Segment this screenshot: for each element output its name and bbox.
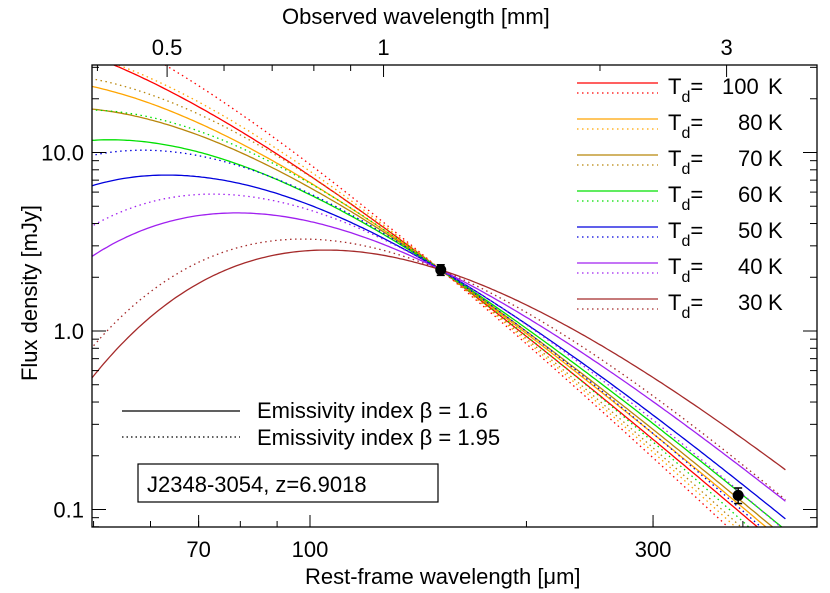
legend-item-100k: Td= 100 K xyxy=(577,74,783,106)
temperature-legend: Td= 100 K Td= 80 K Td= 70 K Td= 60 K Td= 50 K Td= 40 K Td=… xyxy=(577,74,783,322)
plot-frame xyxy=(91,64,818,528)
top-axis-title: Observed wavelength [mm] xyxy=(282,4,550,29)
data-points xyxy=(435,264,744,505)
bottom-axis-title: Rest-frame wavelength [μm] xyxy=(305,564,581,589)
curve-50k-beta-1.6 xyxy=(92,174,786,520)
svg-text:Td=80K: Td= 80 K xyxy=(668,110,783,142)
legend-item-30k: Td= 30 K xyxy=(577,290,783,322)
x2-tick-label: 1 xyxy=(377,35,389,60)
data-point xyxy=(435,264,447,277)
curve-50k-beta-1.95 xyxy=(92,149,762,527)
curve-30k-beta-1.6 xyxy=(92,249,786,471)
x-tick-label: 100 xyxy=(292,537,329,562)
legend-item-70k: Td= 70 K xyxy=(577,146,783,178)
source-annotation: J2348-3054, z=6.9018 xyxy=(137,463,439,503)
svg-text:Td=40K: Td= 40 K xyxy=(668,254,783,286)
svg-text:Td=30K: Td= 30 K xyxy=(668,290,783,322)
svg-text:Td=60K: Td= 60 K xyxy=(668,182,783,214)
x-tick-label: 70 xyxy=(186,537,210,562)
sed-curves xyxy=(92,65,786,527)
y-tick-label: 10.0 xyxy=(41,141,84,166)
curve-60k-beta-1.95 xyxy=(92,109,750,527)
svg-text:Td=50K: Td= 50 K xyxy=(668,218,783,250)
x2-tick-label: 0.5 xyxy=(152,35,183,60)
beta-solid-label: Emissivity index β = 1.6 xyxy=(257,398,488,423)
beta-dotted-label: Emissivity index β = 1.95 xyxy=(257,425,500,450)
curve-30k-beta-1.95 xyxy=(92,238,786,501)
x-tick-label: 300 xyxy=(635,537,672,562)
y-tick-label: 1.0 xyxy=(53,319,84,344)
legend-item-40k: Td= 40 K xyxy=(577,254,783,286)
annotation-box xyxy=(137,463,439,503)
x2-tick-label: 3 xyxy=(720,35,732,60)
legend-item-60k: Td= 60 K xyxy=(577,182,783,214)
annotation-text: J2348-3054, z=6.9018 xyxy=(147,472,367,497)
y-tick-label: 0.1 xyxy=(53,498,84,523)
svg-text:Td=70K: Td= 70 K xyxy=(668,146,783,178)
data-point xyxy=(732,487,744,505)
legend-item-80k: Td= 80 K xyxy=(577,110,783,142)
curve-40k-beta-1.6 xyxy=(92,212,786,502)
legend-item-50k: Td= 50 K xyxy=(577,218,783,250)
plot-axes: 70 100 300 0.5 1 3 0.1 1.0 10.0 xyxy=(41,35,818,562)
